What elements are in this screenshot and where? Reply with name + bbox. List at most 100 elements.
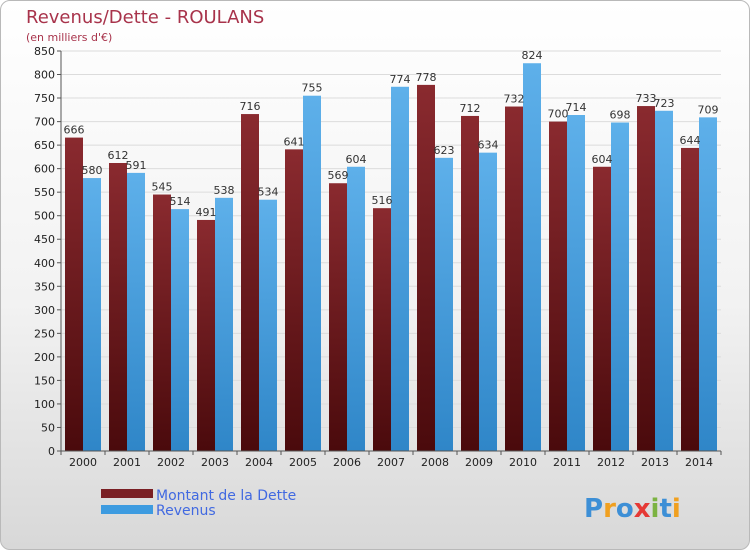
bar-dette bbox=[285, 149, 303, 451]
x-tick-label: 2014 bbox=[685, 456, 713, 469]
bar-dette bbox=[197, 219, 215, 451]
legend-swatch-dette bbox=[101, 489, 153, 498]
bar-revenus bbox=[171, 209, 189, 451]
x-tick-label: 2003 bbox=[201, 456, 229, 469]
value-label: 733 bbox=[636, 92, 657, 105]
y-tick-label: 800 bbox=[34, 69, 55, 82]
bar-dette bbox=[549, 121, 567, 452]
y-tick-label: 300 bbox=[34, 304, 55, 317]
bar-revenus bbox=[259, 199, 277, 451]
bar-revenus bbox=[479, 152, 497, 451]
value-label: 545 bbox=[152, 181, 173, 194]
value-label: 712 bbox=[460, 102, 481, 115]
bar-dette bbox=[417, 84, 435, 451]
y-tick-label: 500 bbox=[34, 210, 55, 223]
x-tick-label: 2005 bbox=[289, 456, 317, 469]
y-tick-label: 600 bbox=[34, 163, 55, 176]
chart-title: Revenus/Dette - ROULANS bbox=[26, 7, 264, 28]
value-label: 644 bbox=[680, 134, 701, 147]
value-label: 755 bbox=[302, 82, 323, 95]
value-label: 714 bbox=[566, 101, 587, 114]
bars bbox=[65, 63, 717, 452]
y-tick-label: 0 bbox=[48, 445, 55, 458]
value-label: 580 bbox=[82, 164, 103, 177]
bar-revenus bbox=[611, 122, 629, 451]
bar-revenus bbox=[567, 115, 585, 451]
y-tick-label: 400 bbox=[34, 257, 55, 270]
value-label: 634 bbox=[478, 139, 499, 152]
y-axis-ticks: 0 50 100 150 200 250 300 350 400 450 500 550 600 650 7… bbox=[34, 45, 61, 458]
bar-revenus bbox=[215, 197, 233, 451]
svg-text:Proxiti: Proxiti bbox=[584, 494, 681, 524]
value-label: 623 bbox=[434, 144, 455, 157]
bar-revenus bbox=[523, 63, 541, 452]
bar-revenus bbox=[303, 95, 321, 452]
x-axis-ticks: 2000 2001 2002 2003 2004 2005 2006 2007 2008 2009… bbox=[60, 451, 722, 469]
value-label: 604 bbox=[346, 153, 367, 166]
value-label: 732 bbox=[504, 93, 525, 106]
proxiti-logo: Proxiti bbox=[584, 494, 681, 524]
value-label: 604 bbox=[592, 153, 613, 166]
bar-revenus bbox=[391, 86, 409, 451]
y-tick-label: 550 bbox=[34, 186, 55, 199]
value-label: 514 bbox=[170, 195, 191, 208]
legend: Montant de la Dette Revenus bbox=[101, 488, 296, 519]
x-tick-label: 2008 bbox=[421, 456, 449, 469]
value-label: 491 bbox=[196, 206, 217, 219]
y-tick-label: 700 bbox=[34, 116, 55, 129]
value-label: 778 bbox=[416, 71, 437, 84]
x-tick-label: 2002 bbox=[157, 456, 185, 469]
legend-swatch-revenus bbox=[101, 505, 153, 514]
bar-dette bbox=[637, 106, 655, 451]
bar-dette bbox=[329, 183, 347, 451]
value-label: 774 bbox=[390, 73, 411, 86]
value-label: 723 bbox=[654, 97, 675, 110]
y-tick-label: 250 bbox=[34, 327, 55, 340]
y-tick-label: 650 bbox=[34, 139, 55, 152]
bar-revenus bbox=[127, 172, 145, 451]
x-tick-label: 2006 bbox=[333, 456, 361, 469]
x-tick-label: 2009 bbox=[465, 456, 493, 469]
x-tick-label: 2013 bbox=[641, 456, 669, 469]
bar-dette bbox=[593, 166, 611, 451]
x-tick-label: 2001 bbox=[113, 456, 141, 469]
value-label: 569 bbox=[328, 169, 349, 182]
x-tick-label: 2004 bbox=[245, 456, 273, 469]
bar-dette bbox=[153, 194, 171, 451]
bar-dette bbox=[505, 106, 523, 451]
bar-revenus bbox=[435, 157, 453, 451]
y-tick-label: 50 bbox=[41, 421, 55, 434]
x-tick-label: 2000 bbox=[69, 456, 97, 469]
bar-dette bbox=[373, 208, 391, 451]
value-label: 824 bbox=[522, 49, 543, 62]
x-tick-label: 2011 bbox=[553, 456, 581, 469]
value-label: 700 bbox=[548, 108, 569, 121]
value-label: 612 bbox=[108, 149, 129, 162]
y-tick-label: 100 bbox=[34, 398, 55, 411]
y-tick-label: 350 bbox=[34, 280, 55, 293]
bar-revenus bbox=[347, 166, 365, 451]
y-tick-label: 850 bbox=[34, 45, 55, 58]
legend-label-dette: Montant de la Dette bbox=[156, 488, 296, 504]
bar-dette bbox=[241, 114, 259, 451]
bar-revenus bbox=[699, 117, 717, 452]
bar-revenus bbox=[655, 110, 673, 451]
value-label: 709 bbox=[698, 103, 719, 116]
bar-revenus bbox=[83, 178, 101, 451]
value-label: 666 bbox=[64, 124, 85, 137]
y-tick-label: 450 bbox=[34, 233, 55, 246]
value-label: 641 bbox=[284, 135, 305, 148]
value-label: 534 bbox=[258, 186, 279, 199]
bar-dette bbox=[681, 147, 699, 452]
y-tick-label: 200 bbox=[34, 351, 55, 364]
y-tick-label: 150 bbox=[34, 374, 55, 387]
value-label: 538 bbox=[214, 184, 235, 197]
bar-dette bbox=[109, 163, 127, 451]
legend-label-revenus: Revenus bbox=[156, 503, 216, 519]
value-label: 716 bbox=[240, 100, 261, 113]
bar-dette bbox=[65, 137, 83, 451]
y-tick-label: 750 bbox=[34, 92, 55, 105]
